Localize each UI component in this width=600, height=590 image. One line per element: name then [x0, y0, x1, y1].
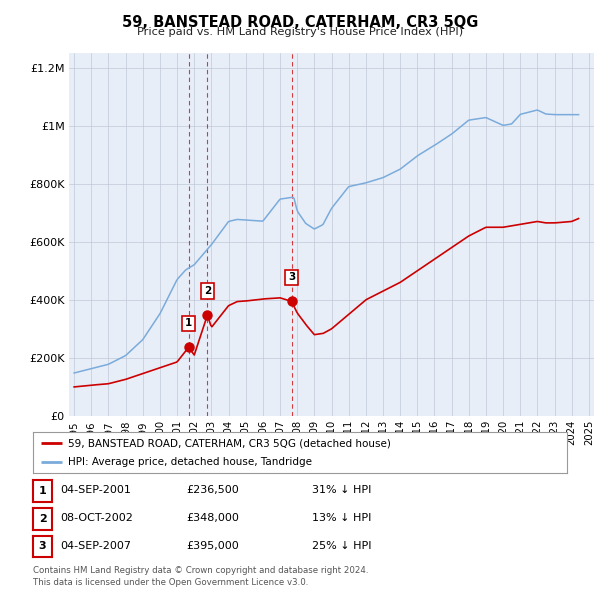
Text: 04-SEP-2007: 04-SEP-2007 — [60, 540, 131, 550]
Text: 25% ↓ HPI: 25% ↓ HPI — [312, 540, 371, 550]
Text: 2: 2 — [39, 514, 46, 524]
Text: 59, BANSTEAD ROAD, CATERHAM, CR3 5QG (detached house): 59, BANSTEAD ROAD, CATERHAM, CR3 5QG (de… — [68, 438, 391, 448]
Text: £395,000: £395,000 — [186, 540, 239, 550]
Text: 1: 1 — [185, 319, 192, 329]
Text: 3: 3 — [288, 273, 295, 283]
Text: HPI: Average price, detached house, Tandridge: HPI: Average price, detached house, Tand… — [68, 457, 312, 467]
Text: Contains HM Land Registry data © Crown copyright and database right 2024.
This d: Contains HM Land Registry data © Crown c… — [33, 566, 368, 587]
Text: 31% ↓ HPI: 31% ↓ HPI — [312, 485, 371, 495]
Text: 04-SEP-2001: 04-SEP-2001 — [60, 485, 131, 495]
Text: 59, BANSTEAD ROAD, CATERHAM, CR3 5QG: 59, BANSTEAD ROAD, CATERHAM, CR3 5QG — [122, 15, 478, 30]
Text: 1: 1 — [39, 486, 46, 496]
Text: 13% ↓ HPI: 13% ↓ HPI — [312, 513, 371, 523]
Text: £236,500: £236,500 — [186, 485, 239, 495]
Text: 2: 2 — [204, 286, 211, 296]
Text: 3: 3 — [39, 542, 46, 552]
Text: £348,000: £348,000 — [186, 513, 239, 523]
Text: 08-OCT-2002: 08-OCT-2002 — [60, 513, 133, 523]
Text: Price paid vs. HM Land Registry's House Price Index (HPI): Price paid vs. HM Land Registry's House … — [137, 27, 463, 37]
